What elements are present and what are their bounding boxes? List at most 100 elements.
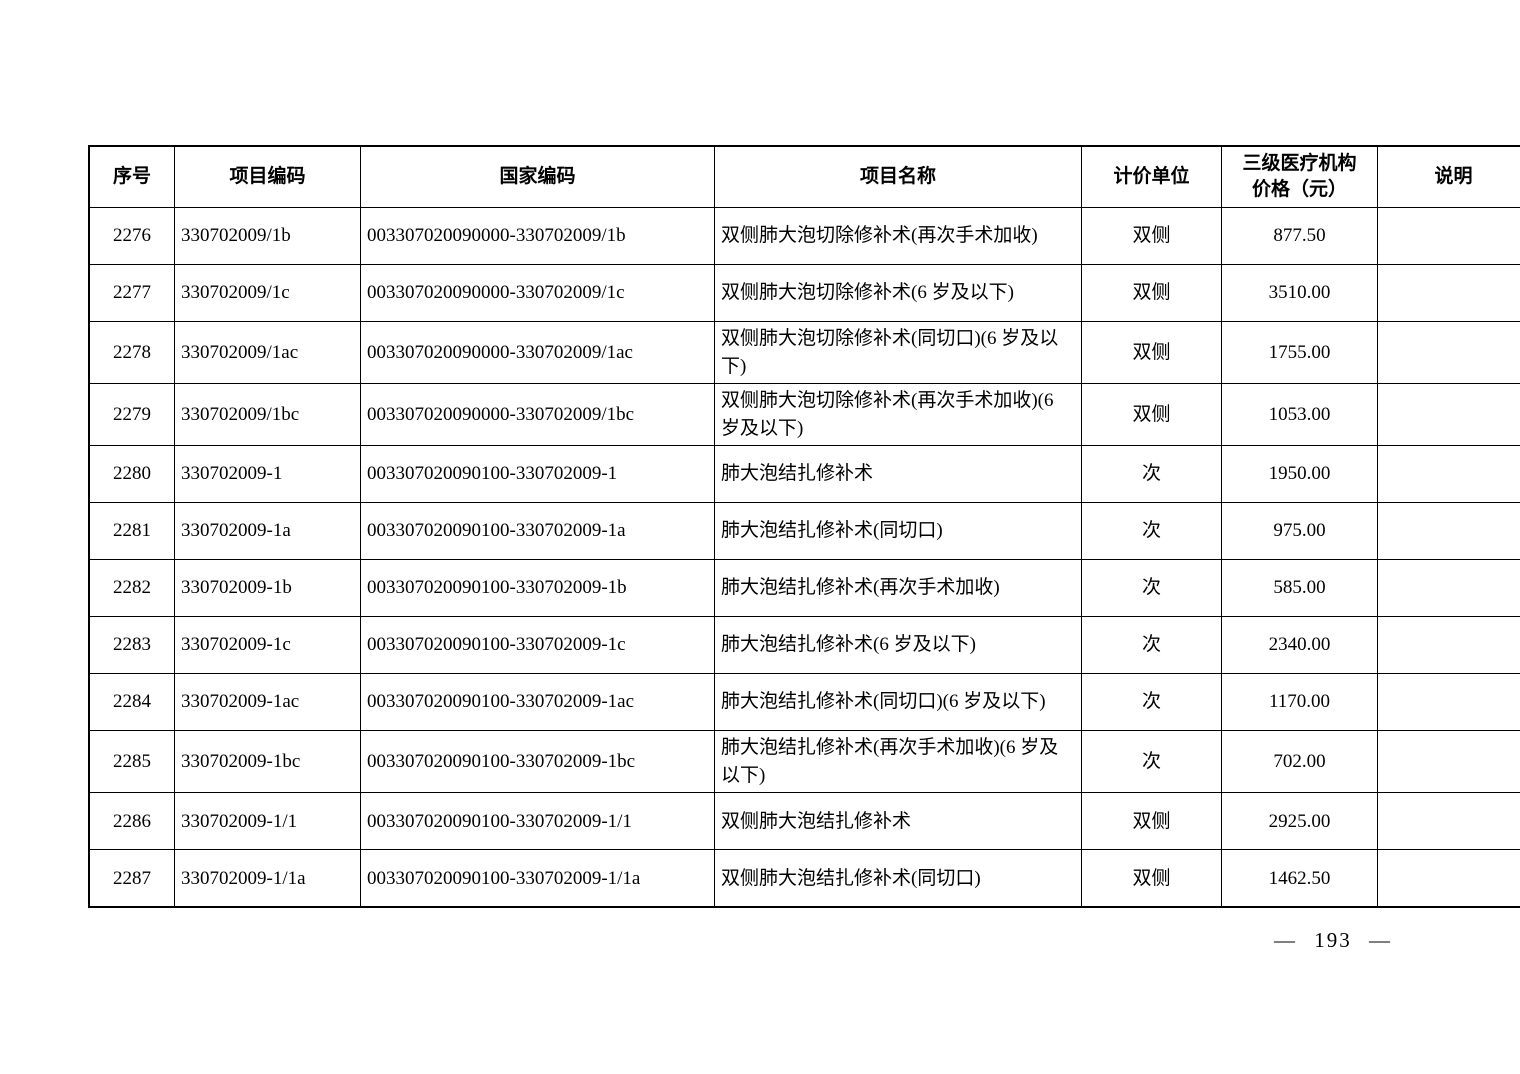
cell-price: 1053.00 (1221, 383, 1378, 447)
cell-name: 肺大泡结扎修补术(同切口)(6 岁及以下) (714, 673, 1082, 732)
cell-seq: 2283 (88, 616, 175, 675)
cell-national-code: 003307020090000-330702009/1c (360, 264, 715, 322)
cell-price: 585.00 (1221, 559, 1378, 618)
cell-national-code: 003307020090100-330702009-1/1a (360, 849, 715, 908)
table-header: 序号 项目编码 国家编码 项目名称 计价单位 三级医疗机构 价格（元） 说明 (88, 145, 1520, 208)
cell-note (1377, 730, 1520, 794)
column-header-unit: 计价单位 (1081, 145, 1222, 208)
cell-note (1377, 849, 1520, 908)
cell-seq: 2278 (88, 320, 175, 385)
cell-national-code: 003307020090100-330702009-1b (360, 559, 715, 618)
cell-project-code: 330702009/1ac (174, 320, 361, 385)
cell-project-code: 330702009/1b (174, 207, 361, 265)
cell-price: 702.00 (1221, 730, 1378, 794)
cell-price: 1170.00 (1221, 673, 1378, 732)
table-row: 2282 330702009-1b 003307020090100-33070200… (88, 559, 1520, 618)
cell-project-code: 330702009-1 (174, 445, 361, 504)
cell-project-code: 330702009-1ac (174, 673, 361, 732)
column-header-national-code: 国家编码 (360, 145, 715, 208)
page-number: — 193 — (1274, 928, 1392, 952)
cell-name: 双侧肺大泡切除修补术(同切口)(6 岁及以下) (714, 320, 1082, 385)
cell-seq: 2276 (88, 207, 175, 265)
cell-price: 2340.00 (1221, 616, 1378, 675)
table-row: 2281 330702009-1a 003307020090100-33070200… (88, 502, 1520, 561)
cell-unit: 次 (1081, 730, 1222, 794)
cell-national-code: 003307020090000-330702009/1b (360, 207, 715, 265)
cell-national-code: 003307020090000-330702009/1bc (360, 383, 715, 447)
cell-note (1377, 792, 1520, 851)
cell-seq: 2284 (88, 673, 175, 732)
cell-note (1377, 320, 1520, 385)
cell-name: 双侧肺大泡结扎修补术(同切口) (714, 849, 1082, 908)
cell-project-code: 330702009-1/1a (174, 849, 361, 908)
cell-note (1377, 559, 1520, 618)
cell-project-code: 330702009/1bc (174, 383, 361, 447)
cell-seq: 2287 (88, 849, 175, 908)
cell-note (1377, 383, 1520, 447)
cell-name: 肺大泡结扎修补术(再次手术加收) (714, 559, 1082, 618)
cell-unit: 双侧 (1081, 207, 1222, 265)
cell-name: 肺大泡结扎修补术(6 岁及以下) (714, 616, 1082, 675)
header-row: 序号 项目编码 国家编码 项目名称 计价单位 三级医疗机构 价格（元） 说明 (88, 145, 1520, 208)
cell-unit: 双侧 (1081, 792, 1222, 851)
cell-project-code: 330702009-1b (174, 559, 361, 618)
cell-unit: 次 (1081, 445, 1222, 504)
table-row: 2277 330702009/1c 003307020090000-33070200… (88, 264, 1520, 322)
cell-seq: 2277 (88, 264, 175, 322)
cell-national-code: 003307020090000-330702009/1ac (360, 320, 715, 385)
cell-note (1377, 616, 1520, 675)
cell-price: 1950.00 (1221, 445, 1378, 504)
column-header-note: 说明 (1377, 145, 1520, 208)
cell-note (1377, 207, 1520, 265)
cell-unit: 双侧 (1081, 320, 1222, 385)
cell-national-code: 003307020090100-330702009-1a (360, 502, 715, 561)
table-row: 2280 330702009-1 003307020090100-330702009… (88, 445, 1520, 504)
column-header-seq: 序号 (88, 145, 175, 208)
cell-price: 975.00 (1221, 502, 1378, 561)
cell-note (1377, 673, 1520, 732)
table-row: 2279 330702009/1bc 003307020090000-3307020… (88, 383, 1520, 447)
cell-unit: 次 (1081, 559, 1222, 618)
cell-national-code: 003307020090100-330702009-1 (360, 445, 715, 504)
cell-unit: 次 (1081, 673, 1222, 732)
cell-seq: 2285 (88, 730, 175, 794)
cell-project-code: 330702009-1/1 (174, 792, 361, 851)
table-row: 2285 330702009-1bc 003307020090100-3307020… (88, 730, 1520, 794)
cell-national-code: 003307020090100-330702009-1c (360, 616, 715, 675)
column-header-project-code: 项目编码 (174, 145, 361, 208)
cell-price: 2925.00 (1221, 792, 1378, 851)
cell-national-code: 003307020090100-330702009-1/1 (360, 792, 715, 851)
cell-project-code: 330702009-1c (174, 616, 361, 675)
cell-price: 877.50 (1221, 207, 1378, 265)
table-row: 2284 330702009-1ac 003307020090100-3307020… (88, 673, 1520, 732)
cell-national-code: 003307020090100-330702009-1bc (360, 730, 715, 794)
cell-unit: 双侧 (1081, 383, 1222, 447)
table-row: 2283 330702009-1c 003307020090100-33070200… (88, 616, 1520, 675)
cell-seq: 2282 (88, 559, 175, 618)
cell-name: 双侧肺大泡切除修补术(再次手术加收) (714, 207, 1082, 265)
column-header-price: 三级医疗机构 价格（元） (1221, 145, 1378, 208)
cell-name: 双侧肺大泡切除修补术(6 岁及以下) (714, 264, 1082, 322)
cell-project-code: 330702009-1a (174, 502, 361, 561)
cell-unit: 双侧 (1081, 264, 1222, 322)
cell-name: 肺大泡结扎修补术(再次手术加收)(6 岁及以下) (714, 730, 1082, 794)
cell-note (1377, 445, 1520, 504)
cell-unit: 双侧 (1081, 849, 1222, 908)
cell-project-code: 330702009/1c (174, 264, 361, 322)
cell-name: 双侧肺大泡切除修补术(再次手术加收)(6 岁及以下) (714, 383, 1082, 447)
table-row: 2287 330702009-1/1a 003307020090100-330702… (88, 849, 1520, 908)
cell-note (1377, 502, 1520, 561)
cell-seq: 2279 (88, 383, 175, 447)
cell-unit: 次 (1081, 502, 1222, 561)
cell-price: 1462.50 (1221, 849, 1378, 908)
cell-name: 肺大泡结扎修补术(同切口) (714, 502, 1082, 561)
cell-price: 1755.00 (1221, 320, 1378, 385)
medical-price-table-container: 序号 项目编码 国家编码 项目名称 计价单位 三级医疗机构 价格（元） 说明 2276 330… (88, 145, 1520, 909)
table-row: 2278 330702009/1ac 003307020090000-3307020… (88, 320, 1520, 385)
cell-note (1377, 264, 1520, 322)
cell-name: 肺大泡结扎修补术 (714, 445, 1082, 504)
table-body: 2276 330702009/1b 003307020090000-33070200… (88, 207, 1520, 908)
cell-project-code: 330702009-1bc (174, 730, 361, 794)
cell-unit: 次 (1081, 616, 1222, 675)
